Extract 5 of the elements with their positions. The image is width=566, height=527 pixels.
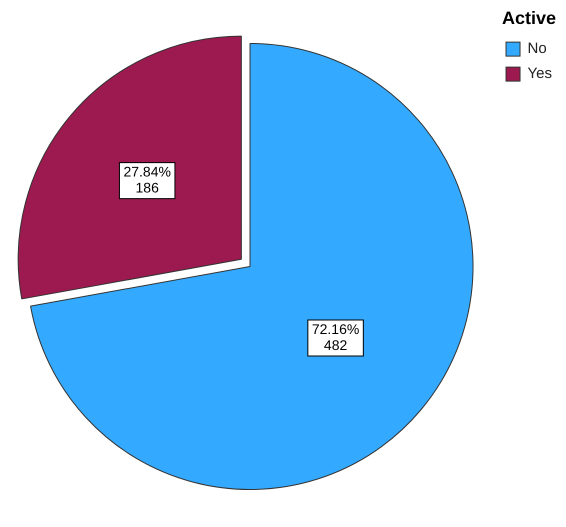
legend-label: Yes [528, 65, 552, 82]
data-label: 72.16% 482 [312, 320, 360, 353]
data-label: 27.84% 186 [123, 163, 171, 196]
legend-label: No [528, 40, 547, 58]
legend-title: Active [502, 8, 556, 28]
